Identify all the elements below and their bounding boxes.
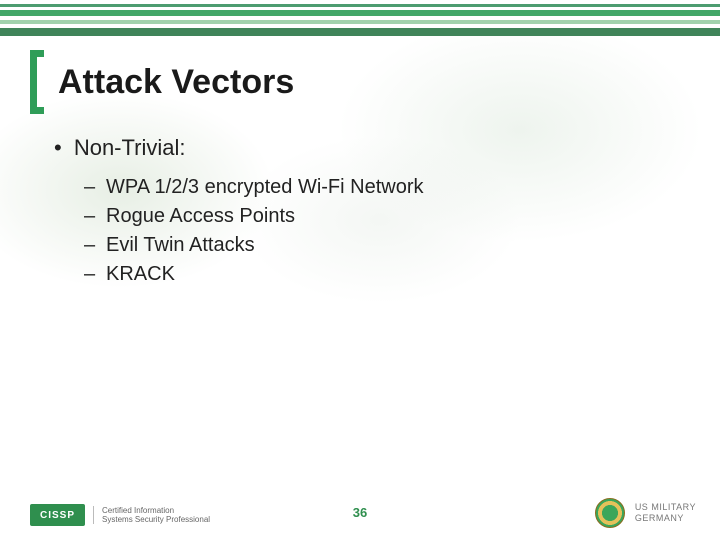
dash-icon: – <box>84 231 106 260</box>
footer-right: US MILITARY GERMANY <box>595 498 696 528</box>
chapter-line2: GERMANY <box>635 513 696 524</box>
footer-left: CISSP Certified Information Systems Secu… <box>30 504 210 526</box>
slide: Attack Vectors • Non-Trivial: – WPA 1/2/… <box>0 0 720 540</box>
cissp-sub-line1: Certified Information <box>102 506 210 515</box>
bullet-lvl2-text: Evil Twin Attacks <box>106 231 255 260</box>
bullet-lvl2: – Evil Twin Attacks <box>84 231 680 260</box>
bullet-dot-icon: • <box>54 135 62 160</box>
top-stripe-decor <box>0 0 720 42</box>
dash-icon: – <box>84 173 106 202</box>
sublist: – WPA 1/2/3 encrypted Wi-Fi Network – Ro… <box>84 173 680 289</box>
bullet-lvl2: – Rogue Access Points <box>84 202 680 231</box>
bullet-lvl2: – KRACK <box>84 260 680 289</box>
dash-icon: – <box>84 202 106 231</box>
title-block: Attack Vectors <box>30 50 294 114</box>
cissp-subtitle: Certified Information Systems Security P… <box>93 506 210 524</box>
title-bracket-icon <box>30 50 44 114</box>
chapter-line1: US MILITARY <box>635 502 696 513</box>
dash-icon: – <box>84 260 106 289</box>
slide-title: Attack Vectors <box>58 63 294 102</box>
content-area: • Non-Trivial: – WPA 1/2/3 encrypted Wi-… <box>54 135 680 289</box>
bullet-lvl1: • Non-Trivial: <box>54 135 680 161</box>
isc2-seal-icon <box>595 498 625 528</box>
bullet-lvl2-text: KRACK <box>106 260 175 289</box>
bullet-lvl2-text: WPA 1/2/3 encrypted Wi-Fi Network <box>106 173 424 202</box>
bullet-lvl1-text: Non-Trivial: <box>74 135 186 160</box>
cissp-sub-line2: Systems Security Professional <box>102 515 210 524</box>
bullet-lvl2: – WPA 1/2/3 encrypted Wi-Fi Network <box>84 173 680 202</box>
chapter-label: US MILITARY GERMANY <box>635 502 696 524</box>
bullet-lvl2-text: Rogue Access Points <box>106 202 295 231</box>
cissp-badge: CISSP <box>30 504 85 526</box>
